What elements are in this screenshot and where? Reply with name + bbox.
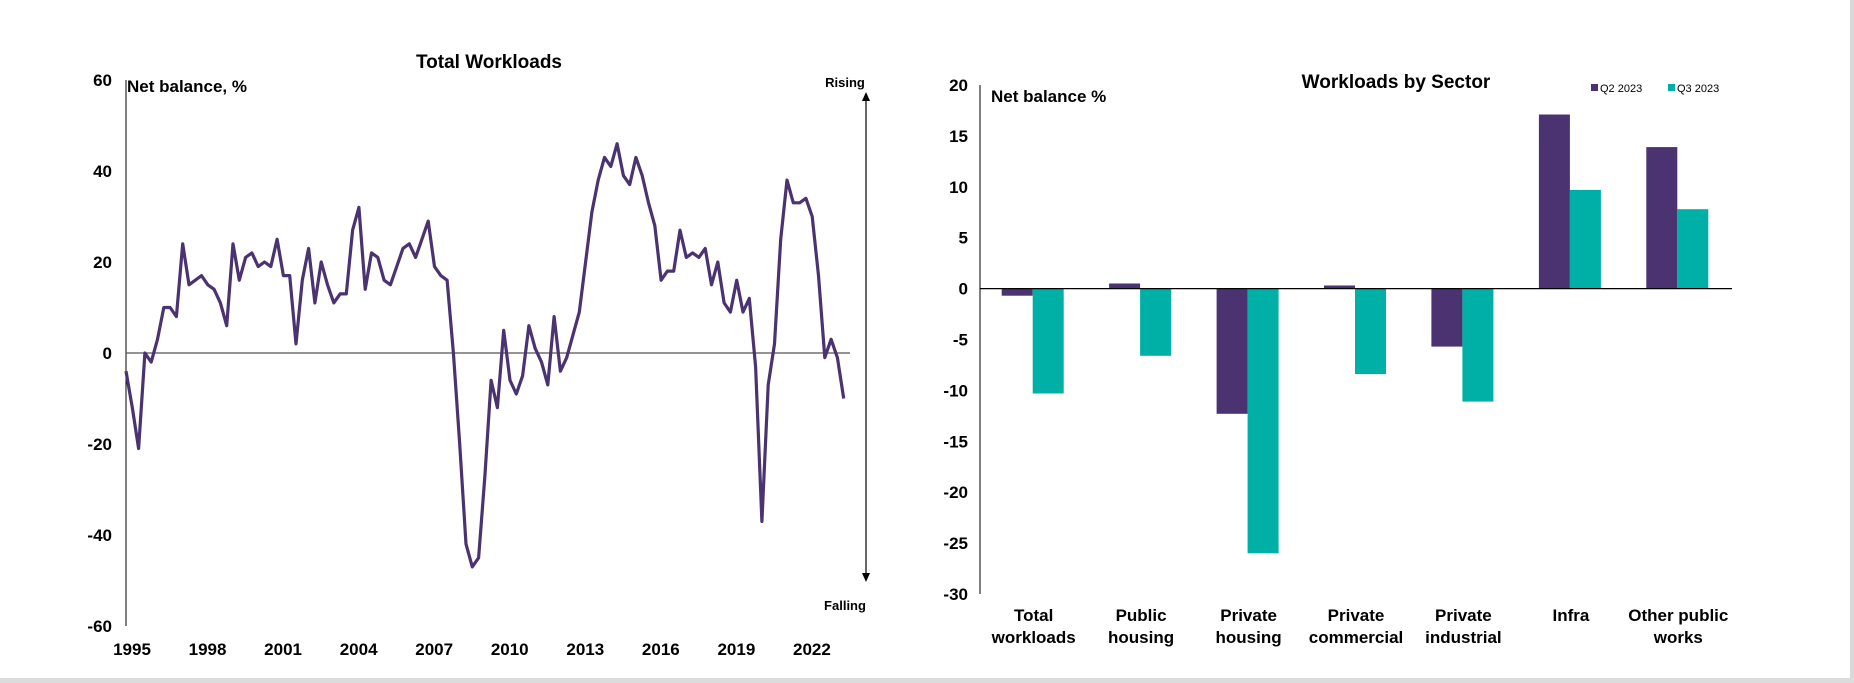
legend-label: Q3 2023 [1677, 83, 1719, 95]
category-label: Infra [1552, 606, 1589, 625]
total-workloads-y-ticks: 60 40 20 0 -20 -40 -60 [87, 71, 112, 636]
legend-label: Q2 2023 [1600, 83, 1642, 95]
rising-label: Rising [825, 75, 865, 90]
legend-swatch [1668, 84, 1675, 91]
bar-q3-2023 [1032, 288, 1064, 394]
total-workloads-x-tick: 2001 [264, 640, 302, 659]
total-workloads-y-tick: 20 [93, 253, 112, 272]
category-label: Private [1220, 606, 1277, 625]
bar-q2-2023 [1431, 288, 1463, 347]
category-label: housing [1216, 628, 1282, 647]
bar-q2-2023 [1538, 114, 1570, 289]
total-workloads-y-tick: 60 [93, 71, 112, 90]
workloads-by-sector-categories: Total workloads Public housing Private housin… [991, 606, 1729, 647]
workloads-by-sector-y-tick: -5 [953, 331, 968, 350]
scrollbar-edge [1850, 0, 1854, 683]
workloads-by-sector-title: Workloads by Sector [1302, 72, 1491, 93]
workloads-by-sector-y-ticks: 20 15 10 5 0 -5 -10 -15 -20 -25 -30 [943, 76, 968, 604]
scrollbar-bottom [0, 678, 1854, 683]
workloads-by-sector-bars [1001, 114, 1709, 554]
workloads-by-sector-y-tick: 10 [949, 178, 968, 197]
bar-q3-2023 [1355, 288, 1386, 375]
total-workloads-x-tick: 2022 [793, 640, 831, 659]
workloads-by-sector-y-tick: -20 [943, 483, 968, 502]
workloads-by-sector-legend: Q2 2023 Q3 2023 [1591, 83, 1719, 95]
bar-q2-2023 [1109, 283, 1141, 289]
total-workloads-y-tick: 40 [93, 162, 112, 181]
category-label: workloads [991, 628, 1076, 647]
bar-q3-2023 [1462, 288, 1494, 402]
total-workloads-y-tick: -60 [87, 617, 112, 636]
total-workloads-x-tick: 1998 [189, 640, 227, 659]
total-workloads-x-tick: 2004 [340, 640, 378, 659]
category-label: industrial [1425, 628, 1502, 647]
workloads-by-sector-y-tick: -15 [943, 432, 968, 451]
total-workloads-chart: Total Workloads Net balance, % 60 40 20 0 -2… [87, 52, 870, 659]
total-workloads-x-tick: 2007 [415, 640, 453, 659]
bar-q2-2023 [1001, 288, 1033, 296]
total-workloads-y-tick: -20 [87, 435, 112, 454]
workloads-by-sector-y-tick: -30 [943, 585, 968, 604]
bar-q3-2023 [1569, 189, 1601, 289]
total-workloads-title: Total Workloads [416, 52, 562, 73]
total-workloads-x-tick: 1995 [113, 640, 151, 659]
total-workloads-x-tick: 2016 [642, 640, 680, 659]
category-label: Public [1116, 606, 1167, 625]
workloads-by-sector-y-tick: -25 [943, 534, 968, 553]
category-label: commercial [1309, 628, 1404, 647]
total-workloads-y-tick: -40 [87, 526, 112, 545]
workloads-by-sector-y-label: Net balance % [991, 87, 1106, 106]
total-workloads-x-ticks: 1995 1998 2001 2004 2007 2010 2013 2016 2019 2022 [113, 640, 831, 659]
legend-swatch [1591, 84, 1598, 91]
total-workloads-x-tick: 2013 [566, 640, 604, 659]
category-label: Total [1014, 606, 1053, 625]
workloads-by-sector-y-tick: -10 [943, 381, 968, 400]
falling-label: Falling [824, 598, 866, 613]
workloads-by-sector-y-tick: 5 [959, 229, 968, 248]
category-label: works [1653, 628, 1703, 647]
workloads-by-sector-y-tick: 15 [949, 127, 968, 146]
bar-q2-2023 [1324, 285, 1355, 289]
category-label: Other public [1628, 606, 1728, 625]
category-label: housing [1108, 628, 1174, 647]
bar-q3-2023 [1677, 209, 1709, 289]
rising-falling-arrow [862, 92, 870, 582]
bar-q2-2023 [1216, 288, 1248, 414]
bar-q3-2023 [1140, 288, 1172, 356]
category-label: Private [1328, 606, 1385, 625]
total-workloads-series-line [124, 142, 846, 569]
total-workloads-y-tick: 0 [103, 344, 112, 363]
category-label: Private [1435, 606, 1492, 625]
workloads-by-sector-y-tick: 0 [959, 280, 968, 299]
total-workloads-y-label: Net balance, % [127, 77, 247, 96]
workloads-by-sector-chart: Workloads by Sector Net balance % 20 15 10… [943, 72, 1732, 647]
total-workloads-x-tick: 2019 [717, 640, 755, 659]
workloads-by-sector-y-tick: 20 [949, 76, 968, 95]
total-workloads-x-tick: 2010 [491, 640, 529, 659]
bar-q3-2023 [1247, 288, 1279, 554]
bar-q2-2023 [1646, 147, 1678, 289]
